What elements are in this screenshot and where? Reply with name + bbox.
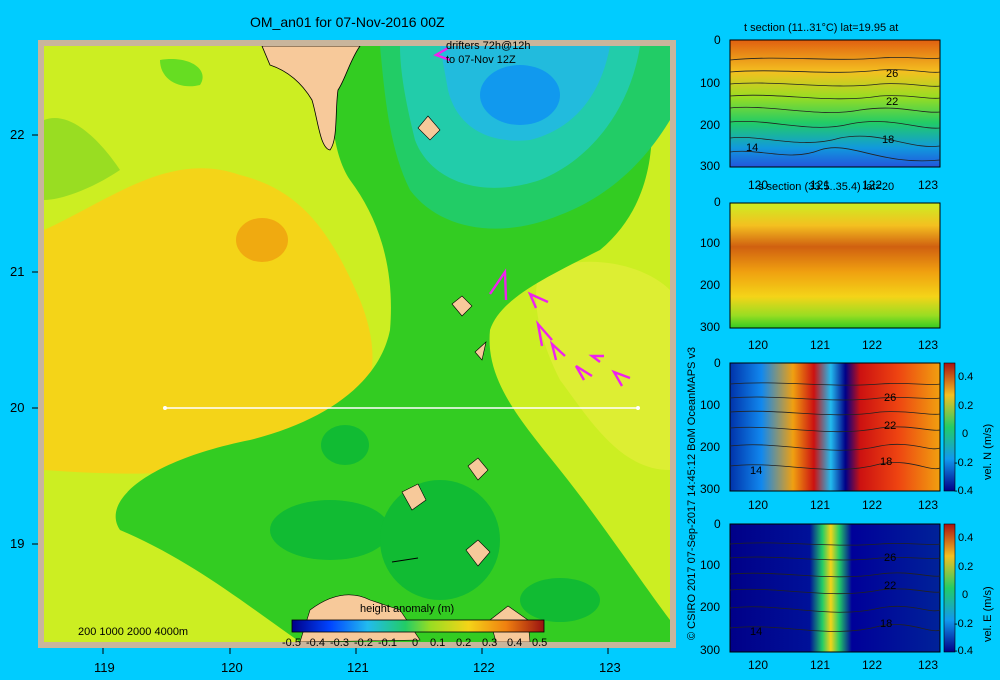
vel-e-cbtick: -0.2 [954,618,973,630]
contour-label: 26 [884,392,897,404]
panel3-ytick: 200 [700,440,721,454]
panel2-xtick: 120 [748,338,769,352]
colorbar-tick: 0.3 [482,637,498,649]
panel1-ytick: 0 [714,33,721,47]
map-xtick: 123 [599,660,621,675]
panel3-ytick: 0 [714,356,721,370]
panel3-xtick: 120 [748,498,769,512]
vel-n-cbtick: -0.2 [954,457,973,469]
vel-n-cbtick: 0 [962,428,969,440]
t-section-title: t section (11..31°C) lat=19.95 at [744,22,899,34]
map-xtick: 120 [221,660,243,675]
contour-label: 26 [886,68,899,80]
panel1-xtick: 121 [810,178,831,192]
colorbar-tick: -0.5 [282,637,301,649]
vel-n-cbtick: 0.2 [958,400,974,412]
contour-label: 22 [884,420,897,432]
panel2-xtick: 122 [862,338,883,352]
colorbar-title: height anomaly (m) [360,603,455,615]
map-xtick: 121 [347,660,369,675]
panel1-ytick: 200 [700,118,721,132]
map-ytick: 22 [10,127,25,142]
panel3-xtick: 122 [862,498,883,512]
panel4-ytick: 200 [700,600,721,614]
panel2-ytick: 0 [714,195,721,209]
contour-label: 14 [746,142,759,154]
vel-e-label: vel. E (m/s) [982,586,994,642]
drifter-note: drifters 72h@12h [446,40,531,52]
panel2-xtick: 123 [918,338,939,352]
colorbar-tick: 0.4 [507,637,523,649]
vel-e-cbtick: 0.4 [958,532,974,544]
map-title: OM_an01 for 07-Nov-2016 00Z [250,14,445,30]
panel3-xtick: 121 [810,498,831,512]
panel2-ytick: 300 [700,320,721,334]
drifter-note-date: to 07-Nov 12Z [446,54,516,66]
panel4-xtick: 120 [748,658,769,672]
panel2-ytick: 100 [700,236,721,250]
s-section-title: s section (33.5..35.4) lat=20 [758,181,895,193]
contour-label: 14 [750,465,763,477]
vel-e-cbtick: 0 [962,589,969,601]
vel-e-cbtick: 0.2 [958,561,974,573]
panel4-xtick: 121 [810,658,831,672]
vel-n-cbtick: 0.4 [958,371,974,383]
colorbar-tick: 0.2 [456,637,472,649]
map-ytick: 20 [10,400,25,415]
colorbar-tick: -0.3 [330,637,349,649]
map-ytick: 21 [10,264,25,279]
vel-n-label: vel. N (m/s) [982,423,994,480]
colorbar-tick: -0.4 [306,637,325,649]
panel4-ytick: 0 [714,517,721,531]
panel1-xtick: 123 [918,178,939,192]
panel1-xtick: 122 [862,178,883,192]
colorbar-tick: 0.5 [532,637,548,649]
contour-label: 18 [880,456,893,468]
contour-label: 22 [886,96,899,108]
panel1-ytick: 100 [700,76,721,90]
map-ytick: 19 [10,536,25,551]
colorbar-tick: -0.2 [354,637,373,649]
contour-label: 18 [880,618,893,630]
map-xtick: 122 [473,660,495,675]
panel4-xtick: 123 [918,658,939,672]
depth-legend: 200 1000 2000 4000m [78,626,189,638]
panel1-ytick: 300 [700,159,721,173]
panel4-ytick: 100 [700,558,721,572]
contour-label: 22 [884,580,897,592]
panel4-ytick: 300 [700,643,721,657]
panel3-ytick: 300 [700,482,721,496]
vel-e-cbtick: -0.4 [954,645,973,657]
panel3-ytick: 100 [700,398,721,412]
contour-label: 18 [882,134,895,146]
panel2-xtick: 121 [810,338,831,352]
contour-label: 26 [884,552,897,564]
contour-label: 14 [750,626,763,638]
colorbar-tick: 0 [412,637,419,649]
vel-n-cbtick: -0.4 [954,485,973,497]
colorbar-tick: 0.1 [430,637,446,649]
map-xtick: 119 [94,660,115,675]
panel1-xtick: 120 [748,178,769,192]
panel2-ytick: 200 [700,278,721,292]
panel3-xtick: 123 [918,498,939,512]
panel4-xtick: 122 [862,658,883,672]
colorbar-tick: -0.1 [378,637,397,649]
